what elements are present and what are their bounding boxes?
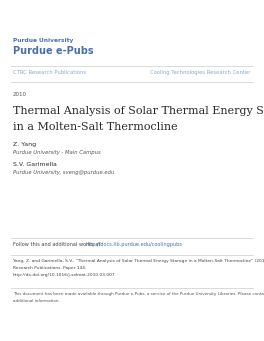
Text: Follow this and additional works at:: Follow this and additional works at: bbox=[13, 242, 104, 247]
Text: Thermal Analysis of Solar Thermal Energy Storage: Thermal Analysis of Solar Thermal Energy… bbox=[13, 106, 264, 116]
Text: Purdue University, sveng@purdue.edu: Purdue University, sveng@purdue.edu bbox=[13, 170, 114, 175]
Text: This document has been made available through Purdue e-Pubs, a service of the Pu: This document has been made available th… bbox=[13, 292, 264, 296]
Text: http://docs.lib.purdue.edu/coolingpubs: http://docs.lib.purdue.edu/coolingpubs bbox=[85, 242, 182, 247]
Text: in a Molten-Salt Thermocline: in a Molten-Salt Thermocline bbox=[13, 122, 178, 132]
Text: CTRC Research Publications: CTRC Research Publications bbox=[13, 70, 86, 75]
Text: additional information.: additional information. bbox=[13, 299, 60, 303]
Text: http://dx.doi.org/10.1016/j.solmat.2010.03.007: http://dx.doi.org/10.1016/j.solmat.2010.… bbox=[13, 273, 116, 277]
Text: Purdue University - Main Campus: Purdue University - Main Campus bbox=[13, 150, 101, 155]
Text: Purdue University: Purdue University bbox=[13, 38, 73, 43]
Text: 2010: 2010 bbox=[13, 92, 27, 97]
Text: Research Publications. Paper 144.: Research Publications. Paper 144. bbox=[13, 266, 86, 270]
Text: Z. Yang: Z. Yang bbox=[13, 142, 36, 147]
Text: Yang, Z. and Garimella, S.V., "Thermal Analysis of Solar Thermal Energy Storage : Yang, Z. and Garimella, S.V., "Thermal A… bbox=[13, 259, 264, 263]
Text: Cooling Technologies Research Center: Cooling Technologies Research Center bbox=[150, 70, 251, 75]
Text: S.V. Garimella: S.V. Garimella bbox=[13, 162, 57, 167]
Text: Purdue e-Pubs: Purdue e-Pubs bbox=[13, 46, 94, 56]
